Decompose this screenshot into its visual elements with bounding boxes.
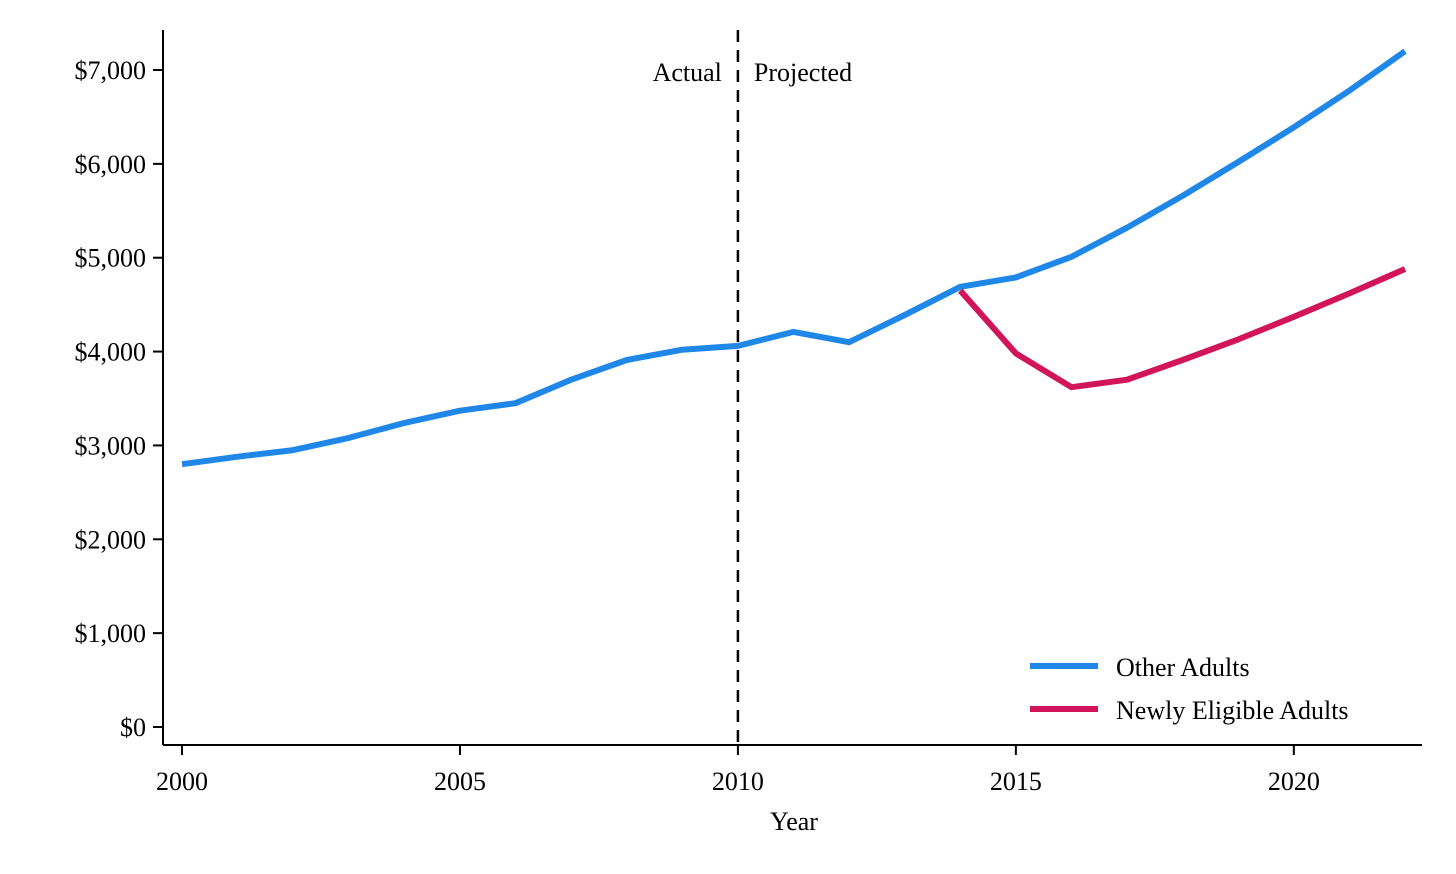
y-tick-label: $4,000 xyxy=(75,338,147,367)
y-tick-label: $7,000 xyxy=(75,56,147,85)
x-axis-title: Year xyxy=(770,807,818,836)
axes: $0 $1,000 $2,000 $3,000 $4,000 $5,000 $6,000 $7… xyxy=(75,30,1422,796)
y-tick-label: $0 xyxy=(120,713,146,742)
y-tick-label: $3,000 xyxy=(75,431,147,460)
x-tick-label: 2000 xyxy=(156,767,208,796)
y-tick-label: $5,000 xyxy=(75,244,147,273)
y-tick-label: $6,000 xyxy=(75,150,147,179)
x-tick-label: 2010 xyxy=(712,767,764,796)
series-line-other-adults xyxy=(181,48,1407,468)
actual-label: Actual xyxy=(653,58,722,87)
y-tick-label: $2,000 xyxy=(75,525,147,554)
x-tick-label: 2005 xyxy=(434,767,486,796)
y-tick-label: $1,000 xyxy=(75,619,147,648)
legend: Other Adults Newly Eligible Adults xyxy=(1030,653,1349,725)
projected-label: Projected xyxy=(754,58,852,87)
series-line-newly-eligible-adults xyxy=(958,266,1407,391)
series-group xyxy=(181,48,1407,468)
x-tick-label: 2020 xyxy=(1268,767,1320,796)
x-tick-label: 2015 xyxy=(990,767,1042,796)
annotations: Actual Projected xyxy=(653,30,852,745)
legend-label-other-adults: Other Adults xyxy=(1116,653,1250,682)
legend-label-newly-eligible-adults: Newly Eligible Adults xyxy=(1116,696,1349,725)
